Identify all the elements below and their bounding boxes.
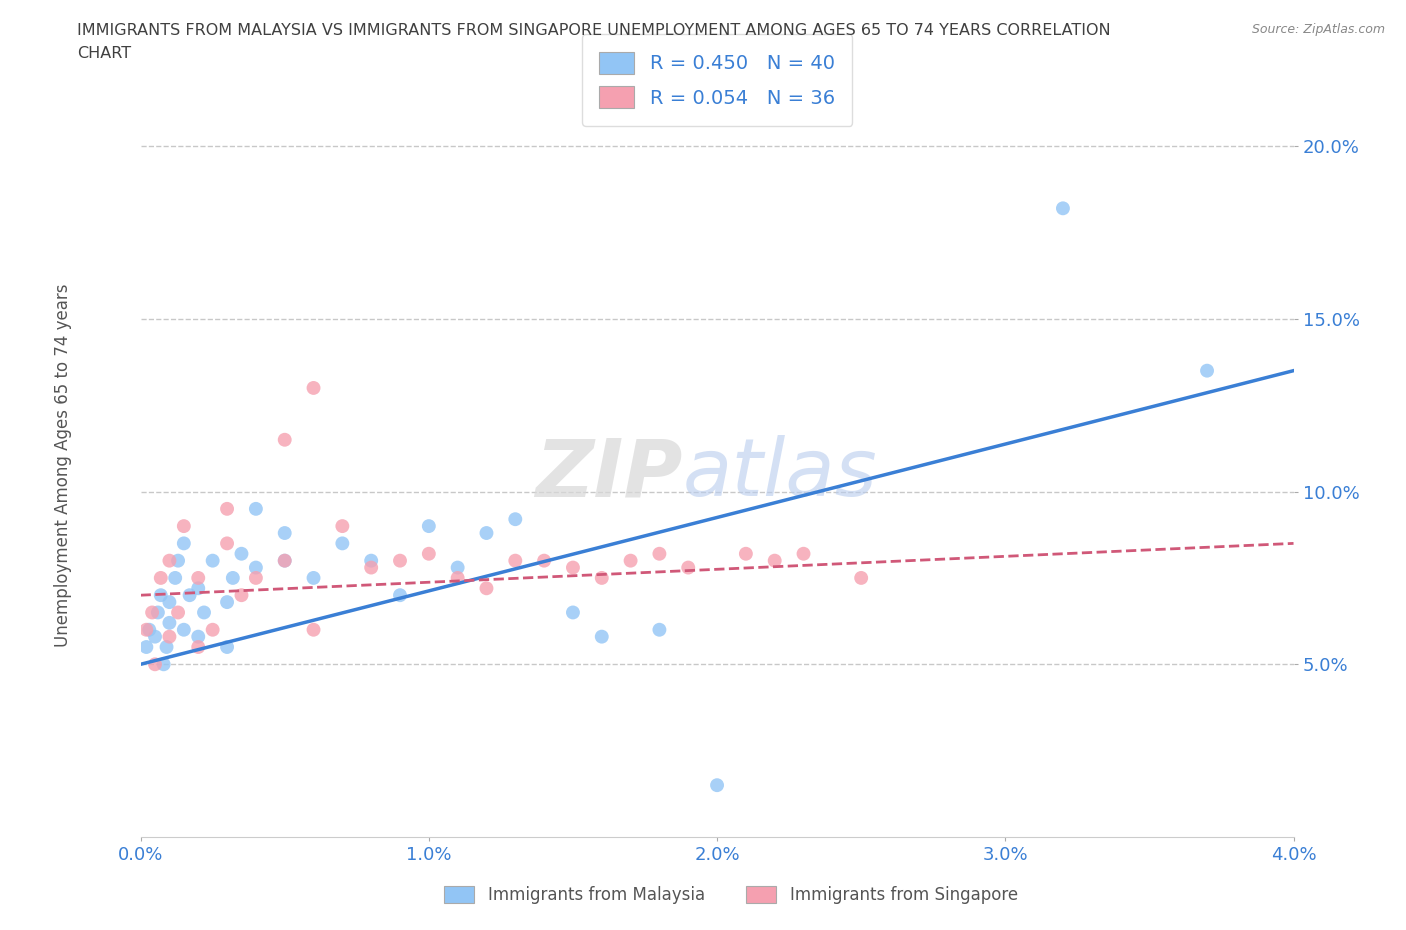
Point (222, 570, 245, 585)
Point (332, 519, 354, 534)
Point (201, 622, 224, 637)
Point (418, 546, 440, 561)
Point (149, 588, 172, 603)
Point (793, 546, 815, 561)
Point (193, 605, 215, 620)
Point (274, 432, 297, 447)
Point (591, 570, 613, 585)
Point (173, 519, 195, 534)
Point (1195, 364, 1218, 379)
Legend: R = 0.450   N = 40, R = 0.054   N = 36: R = 0.450 N = 40, R = 0.054 N = 36 (582, 34, 852, 126)
Point (274, 553, 297, 568)
Point (648, 546, 671, 561)
Text: Source: ZipAtlas.com: Source: ZipAtlas.com (1251, 23, 1385, 36)
Point (159, 594, 180, 609)
Point (155, 640, 177, 655)
Point (503, 512, 526, 526)
Point (187, 581, 209, 596)
Point (245, 501, 267, 516)
Point (388, 588, 411, 603)
Point (735, 546, 758, 561)
Point (274, 525, 297, 540)
Point (360, 560, 382, 575)
Point (706, 777, 728, 792)
Point (561, 560, 585, 575)
Point (146, 605, 169, 620)
Point (159, 616, 180, 631)
Point (152, 657, 174, 671)
Point (143, 657, 166, 671)
Point (159, 630, 180, 644)
Point (360, 553, 382, 568)
Point (231, 588, 253, 603)
Point (475, 525, 498, 540)
Text: Unemployment Among Ages 65 to 74 years: Unemployment Among Ages 65 to 74 years (55, 284, 72, 646)
Point (201, 553, 224, 568)
Point (135, 640, 157, 655)
Point (138, 622, 160, 637)
Point (763, 553, 786, 568)
Point (619, 553, 641, 568)
Point (302, 622, 325, 637)
Point (165, 570, 187, 585)
Point (187, 640, 209, 655)
Text: IMMIGRANTS FROM MALAYSIA VS IMMIGRANTS FROM SINGAPORE UNEMPLOYMENT AMONG AGES 65: IMMIGRANTS FROM MALAYSIA VS IMMIGRANTS F… (77, 23, 1111, 38)
Point (179, 588, 201, 603)
Point (167, 553, 190, 568)
Text: ZIP: ZIP (536, 435, 682, 513)
Point (245, 570, 267, 585)
Point (503, 553, 526, 568)
Point (447, 570, 470, 585)
Point (245, 560, 267, 575)
Point (135, 622, 157, 637)
Text: atlas: atlas (682, 435, 877, 513)
Point (475, 581, 498, 596)
Point (561, 605, 585, 620)
Point (217, 594, 239, 609)
Point (533, 553, 555, 568)
Point (149, 570, 172, 585)
Point (648, 622, 671, 637)
Point (274, 553, 297, 568)
Point (141, 605, 163, 620)
Point (187, 570, 209, 585)
Point (173, 622, 195, 637)
Point (418, 519, 440, 534)
Point (302, 380, 325, 395)
Point (217, 536, 239, 551)
Point (447, 560, 470, 575)
Legend: Immigrants from Malaysia, Immigrants from Singapore: Immigrants from Malaysia, Immigrants fro… (437, 879, 1025, 910)
Point (1052, 201, 1074, 216)
Point (332, 536, 354, 551)
Point (388, 553, 411, 568)
Point (173, 536, 195, 551)
Point (591, 630, 613, 644)
Point (187, 630, 209, 644)
Text: CHART: CHART (77, 46, 131, 61)
Point (159, 553, 180, 568)
Point (302, 570, 325, 585)
Point (849, 570, 872, 585)
Point (678, 560, 700, 575)
Point (217, 501, 239, 516)
Point (167, 605, 190, 620)
Point (217, 640, 239, 655)
Point (143, 630, 166, 644)
Point (231, 546, 253, 561)
